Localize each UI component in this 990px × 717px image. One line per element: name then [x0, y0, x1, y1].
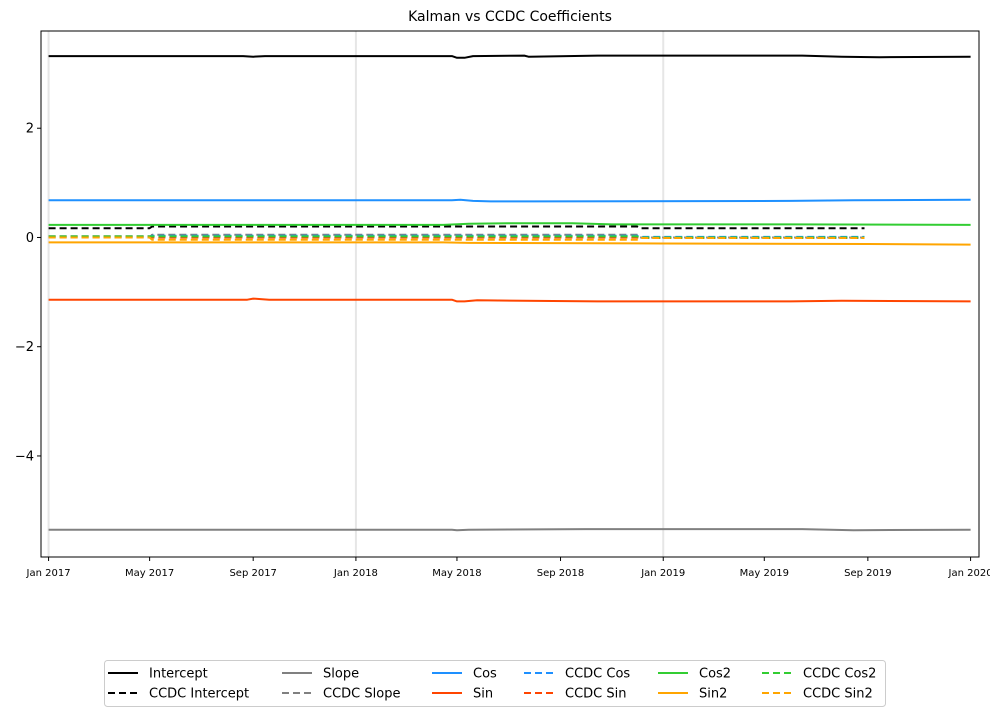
series-line-cos2 — [48, 222, 971, 226]
legend-label-ccdc-sin2: CCDC Sin2 — [803, 687, 873, 702]
series-line-intercept — [48, 54, 971, 59]
y-tick-label: 2 — [26, 122, 34, 137]
legend-label-ccdc-cos: CCDC Cos — [565, 667, 630, 682]
legend-label-intercept: Intercept — [149, 667, 208, 682]
y-axis: 2 0 −2 −4 — [15, 122, 41, 464]
series-line-sin2 — [48, 241, 971, 246]
plot-frame — [40, 30, 980, 558]
series-line-cos — [48, 198, 971, 203]
series-line-ccdc-intercept — [48, 225, 865, 230]
grid-layer — [47, 31, 665, 557]
legend-label-cos2: Cos2 — [699, 667, 731, 682]
series-layer — [48, 54, 971, 532]
legend: Intercept CCDC Intercept Slope CCDC Slope Co… — [104, 660, 886, 707]
series-line-slope — [48, 528, 971, 532]
chart-title: Kalman vs CCDC Coefficients — [408, 9, 612, 25]
series-line-ccdc-sin2 — [48, 236, 865, 241]
legend-label-cos: Cos — [473, 667, 497, 682]
x-tick-label: Jan 2019 — [640, 568, 685, 579]
plot-area — [40, 30, 980, 558]
x-tick-label: Sep 2019 — [844, 568, 891, 579]
x-axis: Jan 2017 May 2017 Sep 2017 Jan 2018 May 2018… — [26, 557, 990, 579]
x-tick-label: Sep 2018 — [537, 568, 584, 579]
legend-label-slope: Slope — [323, 667, 359, 682]
x-tick-label: Jan 2017 — [26, 568, 71, 579]
legend-label-ccdc-cos2: CCDC Cos2 — [803, 667, 876, 682]
x-tick-label: May 2017 — [125, 568, 174, 579]
series-line-sin — [48, 297, 971, 303]
y-tick-label: −2 — [15, 340, 34, 355]
legend-label-sin2: Sin2 — [699, 687, 727, 702]
legend-label-ccdc-intercept: CCDC Intercept — [149, 687, 249, 702]
x-tick-label: Jan 2018 — [333, 568, 378, 579]
y-tick-label: −4 — [15, 449, 34, 464]
legend-label-ccdc-slope: CCDC Slope — [323, 687, 400, 702]
x-tick-label: May 2019 — [740, 568, 789, 579]
x-tick-label: Sep 2017 — [229, 568, 276, 579]
x-tick-label: Jan 2020 — [948, 568, 990, 579]
y-tick-label: 0 — [26, 231, 34, 246]
legend-label-sin: Sin — [473, 687, 493, 702]
legend-label-ccdc-sin: CCDC Sin — [565, 687, 626, 702]
x-tick-label: May 2018 — [432, 568, 481, 579]
